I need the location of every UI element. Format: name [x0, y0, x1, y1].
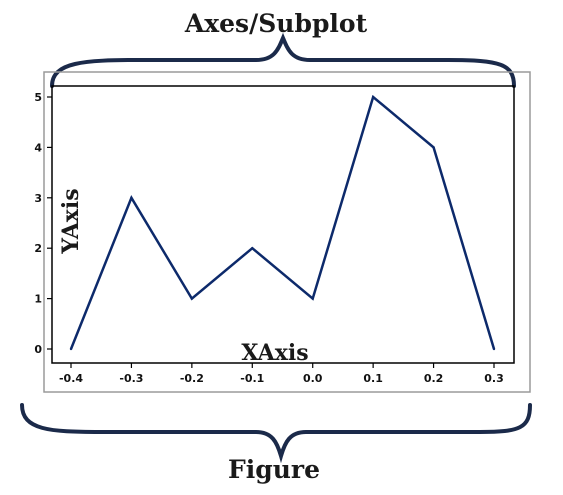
series-point [251, 247, 254, 250]
axes-box [51, 85, 515, 364]
y-tick-label: 2 [34, 242, 42, 255]
y-axis-label: YAxis [58, 188, 84, 254]
figure-brace-bottom [20, 403, 532, 464]
series-point [432, 146, 435, 149]
x-tick-label: -0.2 [180, 372, 204, 385]
x-tick-label: 0.0 [303, 372, 323, 385]
y-tick-label: 1 [34, 293, 42, 306]
series-point [371, 95, 375, 99]
x-tick-label: 0.3 [484, 372, 504, 385]
figure-frame [43, 71, 531, 393]
series-point [69, 347, 73, 351]
series-points [69, 95, 496, 351]
y-tick-label: 5 [34, 91, 42, 104]
y-tick-label: 0 [34, 343, 42, 356]
x-tick-group: -0.4 -0.3 -0.2 -0.1 0.0 0.1 0.2 0.3 [59, 363, 504, 385]
x-tick-label: -0.3 [119, 372, 143, 385]
x-axis-label: XAxis [241, 340, 308, 366]
axes-brace-top [50, 32, 516, 88]
figure-label: Figure [228, 455, 320, 484]
y-tick-label: 3 [34, 192, 42, 205]
x-tick-label: -0.4 [59, 372, 83, 385]
series-point [311, 297, 314, 300]
x-tick-label: 0.1 [363, 372, 383, 385]
axes-subplot-label: Axes/Subplot [184, 9, 368, 38]
y-tick-label: 4 [34, 141, 42, 154]
series-point [190, 297, 194, 300]
series-point [130, 196, 133, 199]
series-line [69, 94, 496, 350]
y-tick-group: 0 1 2 3 4 5 [34, 91, 52, 356]
x-tick-label: 0.2 [424, 372, 444, 385]
x-tick-label: -0.1 [240, 372, 264, 385]
series-point [492, 347, 496, 351]
